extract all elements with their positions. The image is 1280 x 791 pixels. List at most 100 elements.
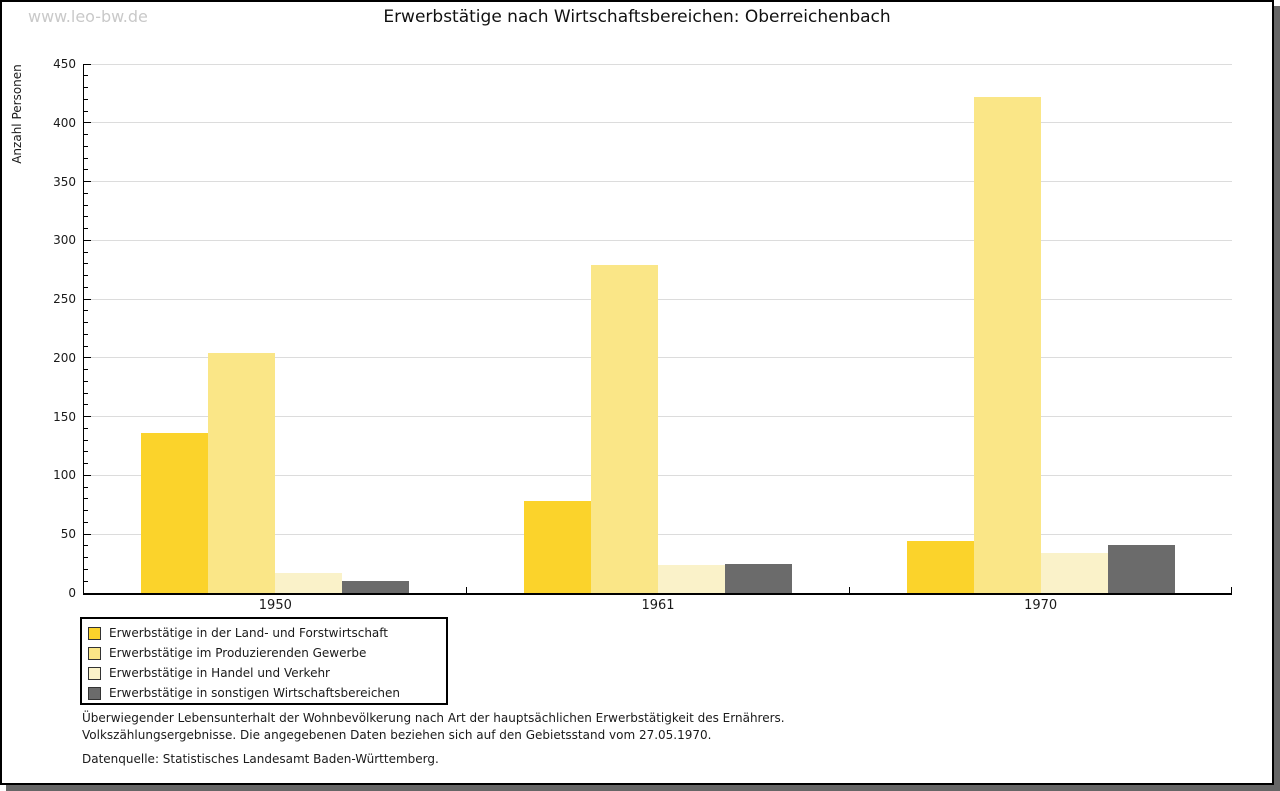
bar-chart: Anzahl Personen 0 50 100 150 200 250 300 350 400…	[2, 2, 1272, 614]
y-axis-minor-tick	[84, 369, 88, 371]
y-axis-minor-tick	[84, 498, 88, 500]
y-axis-minor-tick	[84, 404, 88, 406]
bar	[658, 564, 725, 593]
bar	[591, 265, 658, 593]
bar	[275, 573, 343, 593]
y-axis-minor-tick	[84, 98, 88, 100]
bar	[725, 563, 792, 593]
legend-swatch-icon	[88, 626, 101, 640]
y-axis-minor-tick	[84, 427, 88, 429]
footnote-line-2: Volkszählungsergebnisse. Die angegebenen…	[82, 728, 712, 742]
y-axis-minor-tick	[84, 134, 88, 136]
y-axis-tick-label: 350	[53, 174, 76, 189]
y-axis-minor-tick	[84, 568, 88, 570]
legend-item-label: Erwerbstätige im Produzierenden Gewerbe	[109, 646, 367, 660]
y-axis-minor-tick	[84, 87, 88, 88]
bar	[208, 353, 276, 593]
y-axis-minor-tick	[84, 192, 88, 194]
x-axis-tick	[466, 587, 468, 593]
bar	[524, 501, 591, 593]
y-axis-tick-label: 200	[53, 350, 76, 365]
x-axis-tick	[848, 587, 850, 593]
y-axis-minor-tick	[84, 251, 88, 253]
y-axis-tick-label: 400	[53, 115, 76, 130]
y-axis-major-tick	[84, 122, 91, 124]
y-axis-major-tick	[84, 533, 91, 535]
y-gridline	[84, 474, 1232, 476]
footnote-block: Überwiegender Lebensunterhalt der Wohnbe…	[82, 710, 785, 744]
y-axis-title: Anzahl Personen	[10, 64, 24, 164]
legend-item: Erwerbstätige in Handel und Verkehr	[88, 663, 446, 683]
watermark: www.leo-bw.de	[28, 7, 148, 26]
legend-swatch-icon	[88, 666, 101, 680]
y-axis-major-tick	[84, 239, 91, 241]
y-axis-minor-tick	[84, 345, 88, 347]
y-gridline	[84, 298, 1232, 300]
y-axis-minor-tick	[84, 157, 88, 159]
y-axis-major-tick	[84, 474, 91, 476]
y-gridline	[84, 533, 1232, 535]
bar	[342, 581, 410, 593]
y-axis-major-tick	[84, 298, 91, 300]
y-axis-tick-label: 100	[53, 468, 76, 483]
y-axis-minor-tick	[84, 521, 88, 523]
legend-item: Erwerbstätige in der Land- und Forstwirt…	[88, 623, 446, 643]
bar	[1040, 553, 1108, 593]
y-axis-minor-tick	[84, 204, 88, 206]
y-axis-minor-tick	[84, 439, 88, 441]
y-axis-tick-label: 450	[53, 57, 76, 71]
legend: Erwerbstätige in der Land- und Forstwirt…	[80, 617, 448, 705]
legend-swatch-icon	[88, 686, 101, 700]
y-axis-major-tick	[84, 357, 91, 359]
y-axis-minor-tick	[84, 275, 88, 277]
y-axis-minor-tick	[84, 463, 88, 465]
plot-area	[83, 63, 1232, 595]
y-axis-minor-tick	[84, 545, 88, 547]
y-axis-major-tick	[84, 63, 91, 65]
y-axis-minor-tick	[84, 451, 88, 453]
y-gridline	[84, 181, 1232, 183]
y-gridline	[84, 122, 1232, 124]
legend-item: Erwerbstätige im Produzierenden Gewerbe	[88, 643, 446, 663]
y-axis-minor-tick	[84, 380, 88, 382]
y-axis-minor-tick	[84, 310, 88, 312]
y-gridline	[84, 239, 1232, 241]
footnote-line-1: Überwiegender Lebensunterhalt der Wohnbe…	[82, 711, 785, 725]
y-axis-minor-tick	[84, 510, 88, 512]
page-title: Erwerbstätige nach Wirtschaftsbereichen:…	[383, 7, 891, 27]
bar	[973, 96, 1041, 593]
x-axis-tick-label: 1950	[258, 598, 292, 613]
y-axis-minor-tick	[84, 75, 88, 77]
y-axis-minor-tick	[84, 392, 88, 394]
legend-swatch-icon	[88, 646, 101, 660]
x-axis-tick	[1231, 587, 1232, 593]
y-axis-tick-label: 300	[53, 233, 76, 248]
y-gridline	[84, 416, 1232, 418]
legend-item-label: Erwerbstätige in sonstigen Wirtschaftsbe…	[109, 686, 401, 700]
y-axis-minor-tick	[84, 557, 88, 559]
y-axis-minor-tick	[84, 333, 88, 335]
y-axis-minor-tick	[84, 110, 88, 112]
y-axis-major-tick	[84, 416, 91, 418]
y-axis-minor-tick	[84, 580, 88, 582]
y-gridline	[84, 63, 1232, 65]
x-axis-tick-label: 1970	[1024, 598, 1058, 613]
y-axis-minor-tick	[84, 145, 88, 147]
x-axis-tick-label: 1961	[641, 598, 675, 613]
y-axis-tick-label: 0	[68, 586, 76, 600]
y-axis-minor-tick	[84, 216, 88, 218]
y-axis-minor-tick	[84, 322, 88, 324]
y-axis-tick-label: 250	[53, 292, 76, 307]
bar	[1107, 544, 1175, 593]
y-axis-minor-tick	[84, 228, 88, 230]
bar	[141, 433, 209, 593]
y-axis-major-tick	[84, 181, 91, 183]
y-axis-tick-label: 150	[53, 409, 76, 424]
y-gridline	[84, 357, 1232, 359]
y-axis-minor-tick	[84, 286, 88, 288]
legend-rows: Erwerbstätige in der Land- und Forstwirt…	[88, 623, 446, 703]
legend-item-label: Erwerbstätige in der Land- und Forstwirt…	[109, 626, 388, 640]
card-shadow-right	[1274, 6, 1280, 791]
y-axis-minor-tick	[84, 486, 88, 488]
